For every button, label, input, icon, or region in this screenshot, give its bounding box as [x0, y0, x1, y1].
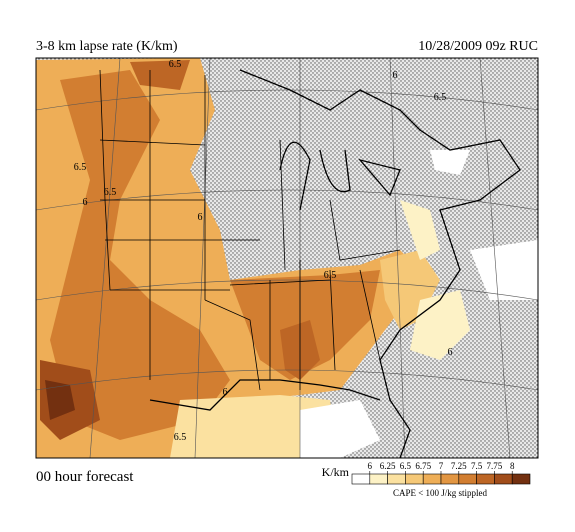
map-title: 3-8 km lapse rate (K/km): [36, 39, 178, 54]
colorbar-swatch: [405, 473, 424, 485]
colorbar-swatch: [369, 473, 388, 485]
colorbar-tick-label: 8: [510, 461, 515, 471]
contour-label: 6.5: [169, 59, 182, 70]
contour-labels: 6.5 6.5 6 6.5 6 6.5 6 6.5 6 6.5 6: [74, 59, 453, 443]
colorbar: 6 6.25 6.5 6.75 7 7.25 7.5 7.75 8: [351, 461, 531, 485]
colorbar-swatch: [387, 473, 406, 485]
contour-label: 6: [198, 212, 203, 223]
contour-label: 6.5: [74, 162, 87, 173]
contour-label: 6.5: [174, 432, 187, 443]
colorbar-swatch: [494, 473, 513, 485]
lapse-rate-fill: [36, 58, 538, 458]
map-frame: [35, 57, 539, 459]
colorbar-tick-label: 7.5: [471, 461, 483, 471]
colorbar-swatch: [458, 473, 477, 485]
colorbar-swatch: [422, 473, 442, 485]
contour-label: 6.5: [434, 92, 447, 103]
valid-time: 10/28/2009 09z RUC: [418, 39, 538, 54]
coastline: [149, 69, 521, 458]
contour-label: 6.5: [324, 270, 337, 281]
colorbar-tick-label: 6.25: [380, 461, 396, 471]
colorbar-tick-label: 7.75: [487, 461, 503, 471]
contour-label: 6: [448, 347, 453, 358]
colorbar-tick-label: 6: [368, 461, 373, 471]
colorbar-tick-label: 6.75: [415, 461, 431, 471]
colorbar-tick-label: 6.5: [400, 461, 412, 471]
colorbar-swatch: [351, 473, 371, 485]
colorbar-swatch: [511, 473, 531, 485]
map-area: 6.5 6.5 6 6.5 6 6.5 6 6.5 6 6.5 6: [36, 58, 538, 458]
forecast-label: 00 hour forecast: [36, 469, 134, 485]
colorbar-tick-label: 7: [439, 461, 444, 471]
colorbar-tick-label: 7.25: [451, 461, 467, 471]
contour-label: 6: [393, 70, 398, 81]
state-borders: [99, 69, 401, 391]
contour-label: 6: [83, 197, 88, 208]
colorbar-swatch: [476, 473, 495, 485]
contour-label: 6.5: [104, 187, 117, 198]
contour-label: 6: [223, 387, 228, 398]
colorbar-swatch: [440, 473, 460, 485]
legend-unit: K/km: [322, 465, 350, 479]
stipple-note: CAPE < 100 J/kg stippled: [393, 488, 488, 498]
